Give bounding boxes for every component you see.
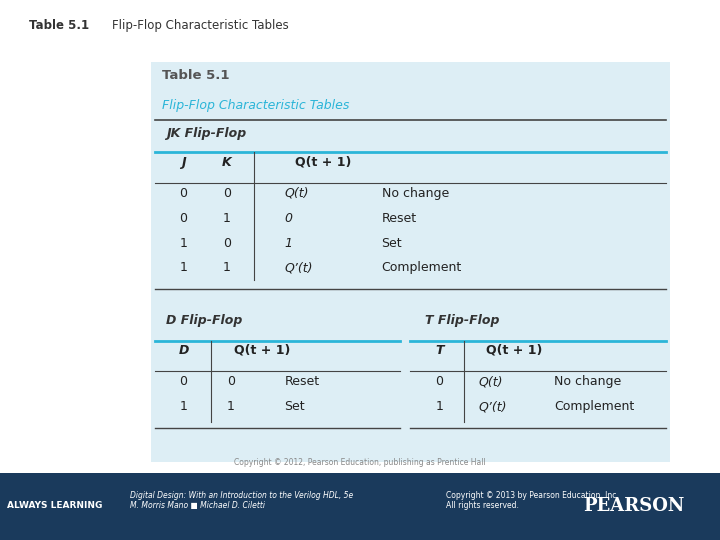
Text: 0: 0: [227, 375, 235, 388]
Text: D Flip-Flop: D Flip-Flop: [166, 314, 242, 327]
Text: D: D: [179, 344, 189, 357]
Text: Table 5.1: Table 5.1: [162, 69, 230, 82]
Text: No change: No change: [554, 375, 621, 388]
Text: No change: No change: [382, 187, 449, 200]
Text: 1: 1: [223, 261, 230, 274]
Text: 1: 1: [180, 261, 187, 274]
Text: 0: 0: [179, 212, 188, 225]
Text: T Flip-Flop: T Flip-Flop: [425, 314, 499, 327]
Text: Set: Set: [382, 237, 402, 249]
Text: Flip-Flop Characteristic Tables: Flip-Flop Characteristic Tables: [162, 99, 349, 112]
Text: Complement: Complement: [554, 400, 634, 413]
Text: 0: 0: [435, 375, 444, 388]
FancyBboxPatch shape: [0, 472, 720, 540]
Text: 1: 1: [180, 237, 187, 249]
Text: Copyright © 2013 by Pearson Education, Inc.
All rights reserved.: Copyright © 2013 by Pearson Education, I…: [446, 491, 619, 510]
Text: Q(t + 1): Q(t + 1): [234, 344, 290, 357]
Text: J: J: [181, 156, 186, 168]
Text: 1: 1: [436, 400, 443, 413]
Text: Q(t): Q(t): [284, 187, 309, 200]
Text: Q’(t): Q’(t): [284, 261, 313, 274]
Text: ALWAYS LEARNING: ALWAYS LEARNING: [7, 502, 102, 510]
Text: Table 5.1: Table 5.1: [29, 19, 89, 32]
Text: Reset: Reset: [284, 375, 320, 388]
Text: Flip-Flop Characteristic Tables: Flip-Flop Characteristic Tables: [112, 19, 288, 32]
Text: 1: 1: [180, 400, 187, 413]
Text: Reset: Reset: [382, 212, 417, 225]
Text: 0: 0: [179, 187, 188, 200]
Text: T: T: [435, 344, 444, 357]
Text: 0: 0: [179, 375, 188, 388]
Text: Set: Set: [284, 400, 305, 413]
Text: K: K: [222, 156, 232, 168]
Text: 1: 1: [284, 237, 292, 249]
Text: Copyright © 2012, Pearson Education, publishing as Prentice Hall: Copyright © 2012, Pearson Education, pub…: [234, 458, 486, 467]
Text: Q(t + 1): Q(t + 1): [295, 156, 351, 168]
Text: Digital Design: With an Introduction to the Verilog HDL, 5e
M. Morris Mano ■ Mic: Digital Design: With an Introduction to …: [130, 491, 353, 510]
Text: 0: 0: [222, 237, 231, 249]
Text: JK Flip-Flop: JK Flip-Flop: [166, 127, 246, 140]
Text: 1: 1: [223, 212, 230, 225]
Text: 0: 0: [222, 187, 231, 200]
Text: PEARSON: PEARSON: [582, 497, 684, 515]
Text: 0: 0: [284, 212, 292, 225]
Text: Q(t): Q(t): [479, 375, 503, 388]
Text: Q(t + 1): Q(t + 1): [486, 344, 542, 357]
FancyBboxPatch shape: [151, 62, 670, 462]
Text: 1: 1: [227, 400, 235, 413]
Text: Q’(t): Q’(t): [479, 400, 508, 413]
Text: Complement: Complement: [382, 261, 462, 274]
